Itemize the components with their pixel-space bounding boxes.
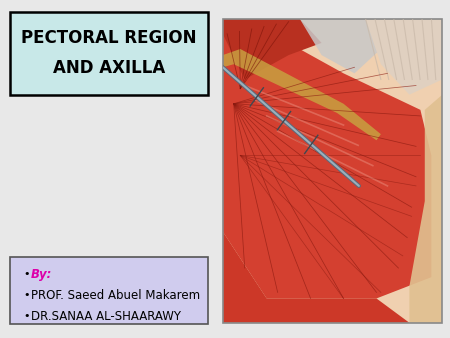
- Text: •: •: [23, 311, 29, 321]
- Polygon shape: [223, 49, 381, 140]
- Text: DR.SANAA AL-SHAARAWY: DR.SANAA AL-SHAARAWY: [31, 310, 181, 323]
- Text: AND AXILLA: AND AXILLA: [53, 59, 165, 77]
- Polygon shape: [300, 19, 381, 73]
- Text: •: •: [23, 290, 29, 300]
- Polygon shape: [410, 95, 442, 323]
- Text: •: •: [23, 269, 29, 280]
- Polygon shape: [223, 232, 410, 323]
- Polygon shape: [223, 19, 442, 323]
- Text: PROF. Saeed Abuel Makarem: PROF. Saeed Abuel Makarem: [31, 289, 200, 302]
- Polygon shape: [223, 19, 322, 79]
- FancyBboxPatch shape: [10, 12, 208, 95]
- FancyBboxPatch shape: [10, 257, 208, 324]
- Text: By:: By:: [31, 268, 52, 281]
- Polygon shape: [355, 19, 442, 95]
- Polygon shape: [223, 34, 432, 298]
- Text: PECTORAL REGION: PECTORAL REGION: [21, 29, 197, 47]
